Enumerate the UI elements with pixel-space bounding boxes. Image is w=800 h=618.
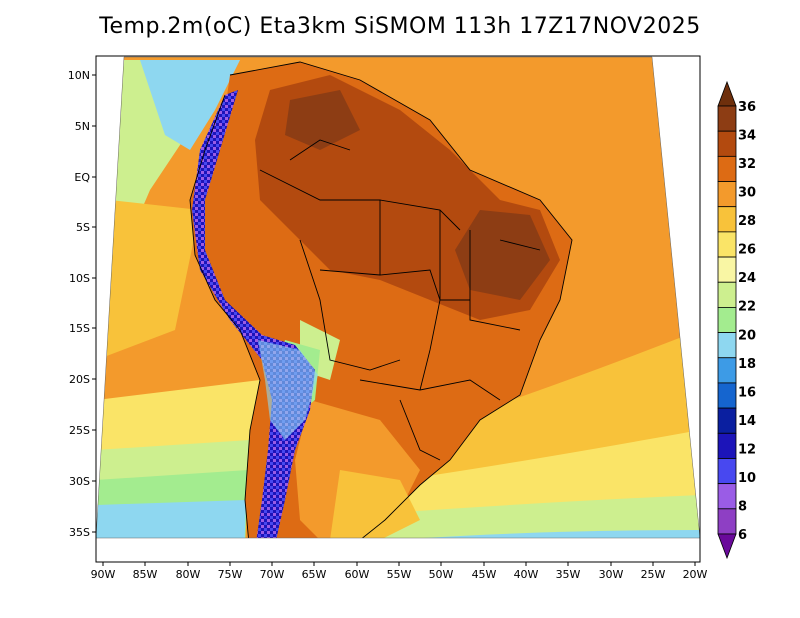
colorbar-swatch [717,130,737,157]
lon-label: 55W [387,568,412,581]
lon-label: 35W [556,568,581,581]
lat-label: EQ [74,171,90,184]
pacific-cold-north [140,60,240,150]
colorbar-tick-label: 16 [738,385,756,400]
lat-label: 30S [69,475,90,488]
lon-label: 85W [133,568,158,581]
lat-label: 15S [69,322,90,335]
colorbar-tick-label: 24 [738,271,756,286]
lon-label: 45W [472,568,497,581]
lat-label: 35S [69,526,90,539]
lon-label: 75W [218,568,243,581]
lon-label: 40W [514,568,539,581]
colorbar-tick-label: 14 [738,414,756,429]
lat-label: 25S [69,424,90,437]
colorbar-swatch [717,332,737,359]
lat-label: 10N [68,69,90,82]
colorbar-swatch [717,155,737,182]
colorbar-tick-label: 28 [738,214,756,229]
south-atlantic-band4 [330,530,700,538]
colorbar-swatch [717,407,737,434]
colorbar-swatch [717,307,737,333]
colorbar-tick-label: 10 [738,471,756,486]
lon-label: 90W [91,568,116,581]
lat-label: 20S [69,373,90,386]
colorbar-swatch [717,256,737,283]
colorbar-tick-label: 8 [738,499,747,514]
lon-label: 70W [260,568,285,581]
lat-label: 5N [75,120,90,133]
colorbar-tick-label: 18 [738,357,756,372]
colorbar: 36 34 32 30 28 26 24 22 20 18 16 14 12 10 8 6 [717,80,756,560]
lat-label: 5S [76,221,90,234]
colorbar-tick-label: 30 [738,186,756,201]
colorbar-swatch [717,181,737,208]
lat-labels: 10N 5N EQ 5S 10S 15S 20S 25S 30S 35S [68,69,91,539]
colorbar-swatch [717,281,737,308]
lon-label: 25W [641,568,666,581]
lon-label: 65W [302,568,327,581]
lon-ticks [102,562,696,566]
temperature-field [96,57,700,538]
colorbar-swatch [717,458,737,485]
colorbar-tick-label: 34 [738,129,756,144]
colorbar-tick-label: 36 [738,100,756,115]
colorbar-swatch [717,483,737,510]
northeast-hottest [455,210,550,300]
andes-cold-strip [192,90,315,538]
political-borders [189,61,573,538]
colorbar-top-triangle [717,80,737,107]
lon-label: 30W [599,568,624,581]
colorbar-bottom-triangle [717,533,737,560]
lon-label: 20W [683,568,708,581]
land-south-mild [330,470,420,538]
colorbar-swatch [717,508,737,535]
andes-altiplano [258,340,318,440]
lat-label: 10S [69,272,90,285]
plot-frame [95,55,701,563]
north-hottest [285,90,360,150]
colorbar-tick-label: 12 [738,442,756,457]
pacific-equatorial [96,200,200,360]
colorbar-tick-label: 32 [738,157,756,172]
south-atlantic-band3 [290,495,700,538]
colorbar-tick-label: 20 [738,328,756,343]
pacific-south-cold [96,500,246,538]
lon-label: 50W [429,568,454,581]
colorbar-swatch [717,231,737,258]
colorbar-tick-label: 26 [738,243,756,258]
colorbar-swatch [717,432,737,459]
colorbar-swatch [717,206,737,233]
lon-labels: 90W 85W 80W 75W 70W 65W 60W 55W 50W 45W … [91,568,708,581]
map-title: Temp.2m(oC) Eta3km SiSMOM 113h 17Z17NOV2… [99,14,701,39]
lat-ticks [92,74,96,533]
colorbar-swatch [717,382,737,409]
lon-label: 80W [176,568,201,581]
colorbar-swatch [717,105,737,132]
colorbar-tick-label: 6 [738,528,747,543]
lon-label: 60W [345,568,370,581]
colorbar-tick-label: 22 [738,300,756,315]
colorbar-swatch [717,357,737,384]
